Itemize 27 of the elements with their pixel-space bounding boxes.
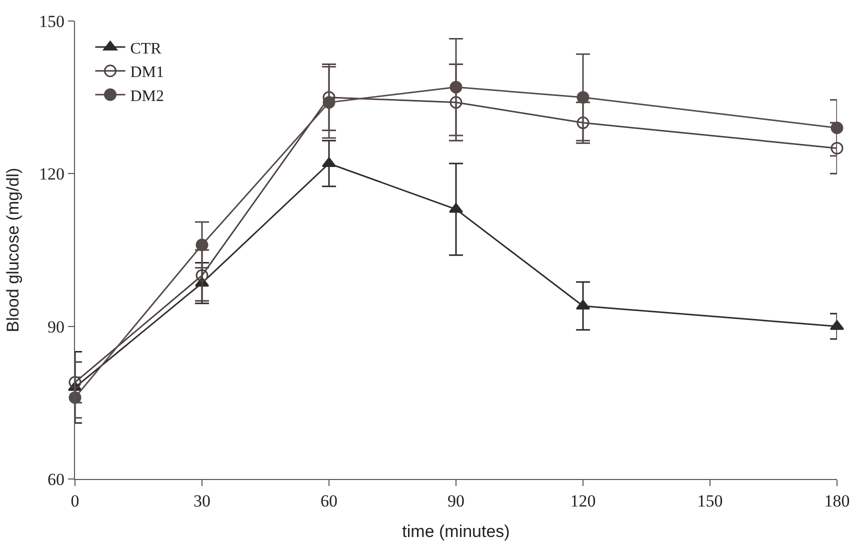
point	[830, 142, 844, 154]
point	[576, 91, 590, 104]
point	[196, 238, 208, 252]
legend-label: CTR	[130, 40, 162, 58]
x-tick-label: 180	[824, 492, 850, 510]
y-tick-label: 150	[39, 12, 64, 31]
x-tick-label: 0	[70, 492, 80, 510]
point	[68, 391, 82, 404]
legend-label: DM1	[130, 64, 164, 82]
x-tick-label: 90	[448, 492, 464, 510]
point	[196, 269, 208, 282]
x-tick-label: 120	[570, 492, 596, 510]
x-tick-label: 60	[320, 492, 338, 510]
y-axis-title: Blood glucose (mg/dl)	[4, 168, 23, 332]
x-axis-title: time (minutes)	[402, 522, 510, 541]
y-tick-label: 90	[48, 317, 64, 336]
point	[450, 96, 462, 109]
y-tick-label: 60	[48, 470, 64, 489]
point	[68, 376, 82, 389]
point	[576, 116, 590, 130]
x-tick-label: 30	[194, 492, 210, 510]
point	[322, 96, 336, 109]
point	[450, 80, 462, 94]
point	[830, 122, 844, 134]
x-tick-label: 150	[697, 492, 723, 510]
y-tick-label: 120	[39, 164, 64, 184]
legend-label: DM2	[130, 88, 164, 105]
